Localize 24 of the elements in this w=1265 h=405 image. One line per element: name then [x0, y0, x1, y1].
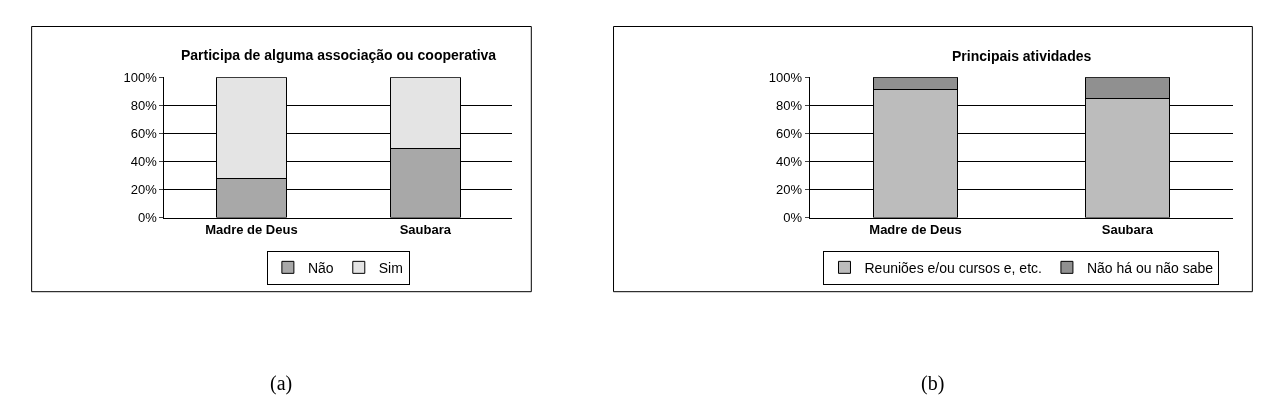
legend-label: Não há ou não sabe: [1086, 259, 1214, 276]
legend-label: Sim: [378, 259, 403, 276]
y-tick-label: 40%: [130, 153, 158, 169]
x-tick-label: Saubara: [1101, 222, 1154, 238]
chart-title: Participa de alguma associação ou cooperativa: [181, 47, 497, 63]
y-tick-label: 60%: [130, 125, 158, 141]
y-tick-label: 80%: [775, 97, 803, 113]
x-tick-label: Madre de Deus: [205, 222, 298, 238]
y-tick-label: 60%: [775, 125, 803, 141]
y-tick-label: 100%: [123, 69, 158, 85]
chart-title: Principais atividades: [952, 48, 1092, 64]
y-tick-label: 20%: [775, 182, 803, 198]
legend-label: Não: [307, 259, 334, 276]
legend-label: Reuniões e/ou cursos e, etc.: [864, 259, 1042, 276]
text: (b): [921, 372, 945, 395]
y-tick-label: 40%: [775, 153, 803, 169]
x-tick-label: Saubara: [399, 222, 452, 238]
y-tick-label: 0%: [138, 210, 158, 226]
y-tick-label: 20%: [130, 182, 158, 198]
y-tick-label: 80%: [130, 97, 158, 113]
y-tick-label: 0%: [783, 210, 803, 226]
x-tick-label: Madre de Deus: [869, 222, 962, 238]
text: (a): [270, 372, 293, 395]
y-tick-label: 100%: [768, 69, 803, 85]
